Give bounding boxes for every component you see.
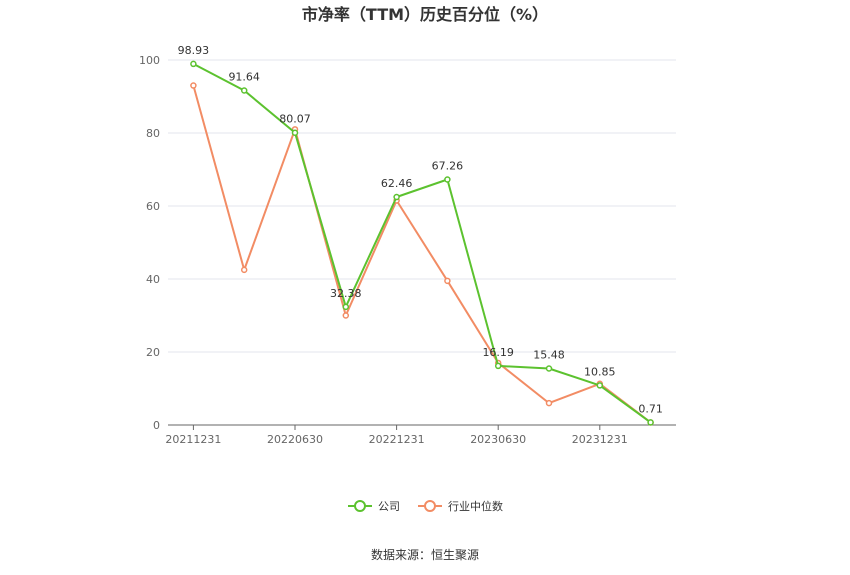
data-point — [393, 193, 400, 201]
x-axis: 20211231 20220630 20221231 20230630 20231231 — [165, 424, 676, 446]
data-point — [240, 266, 248, 274]
series-line-1 — [192, 85, 652, 424]
legend-label: 行业中位数 — [448, 499, 503, 513]
data-label: 62.46 — [381, 177, 413, 190]
x-tick-label: 20211231 — [165, 433, 221, 446]
legend-marker-icon — [354, 500, 366, 512]
data-point — [444, 176, 451, 183]
y-tick-label: 60 — [146, 200, 160, 213]
data-label: 80.07 — [279, 113, 311, 126]
x-tick-label: 20220630 — [267, 433, 323, 446]
series-group — [190, 60, 654, 426]
y-tick-label: 80 — [146, 127, 160, 140]
chart-title: 市净率（TTM）历史百分位（%） — [302, 5, 548, 24]
x-tick-label: 20230630 — [470, 433, 526, 446]
data-point — [444, 277, 451, 285]
data-label: 15.48 — [533, 348, 565, 361]
y-tick-label: 100 — [139, 54, 160, 67]
legend-label: 公司 — [378, 500, 400, 513]
x-tick-label: 20221231 — [369, 433, 425, 446]
data-point — [647, 419, 654, 426]
y-axis: 0 20 40 60 80 100 — [139, 54, 160, 432]
data-label: 98.93 — [178, 44, 210, 57]
data-point — [240, 87, 248, 94]
data-point — [494, 362, 502, 370]
y-tick-label: 40 — [146, 273, 160, 286]
data-point — [190, 60, 197, 68]
legend-item[interactable]: 公司 — [348, 500, 400, 513]
legend-marker-icon — [424, 500, 436, 512]
series-line-0 — [192, 63, 652, 424]
data-label: 0.71 — [638, 402, 663, 415]
data-point — [545, 365, 553, 372]
data-point — [545, 399, 553, 407]
data-label: 16.19 — [482, 346, 514, 359]
y-tick-label: 0 — [153, 419, 160, 432]
data-point — [342, 312, 350, 319]
x-tick-label: 20231231 — [572, 433, 628, 446]
data-label: 67.26 — [432, 160, 464, 173]
y-tick-label: 20 — [146, 346, 160, 359]
data-label: 91.64 — [228, 71, 260, 84]
data-labels: 98.93 91.64 80.07 32.38 62.46 67.26 16.19 15.48… — [178, 44, 663, 416]
legend[interactable]: 公司 行业中位数 — [348, 499, 503, 513]
legend-item[interactable]: 行业中位数 — [418, 499, 503, 513]
grid-lines — [168, 59, 676, 353]
data-point — [190, 82, 197, 89]
data-point — [342, 303, 350, 311]
data-label: 32.38 — [330, 287, 362, 300]
data-point — [596, 382, 604, 389]
data-point — [291, 129, 299, 136]
source-note: 数据来源：恒生聚源 — [371, 547, 479, 562]
data-label: 10.85 — [584, 365, 616, 378]
